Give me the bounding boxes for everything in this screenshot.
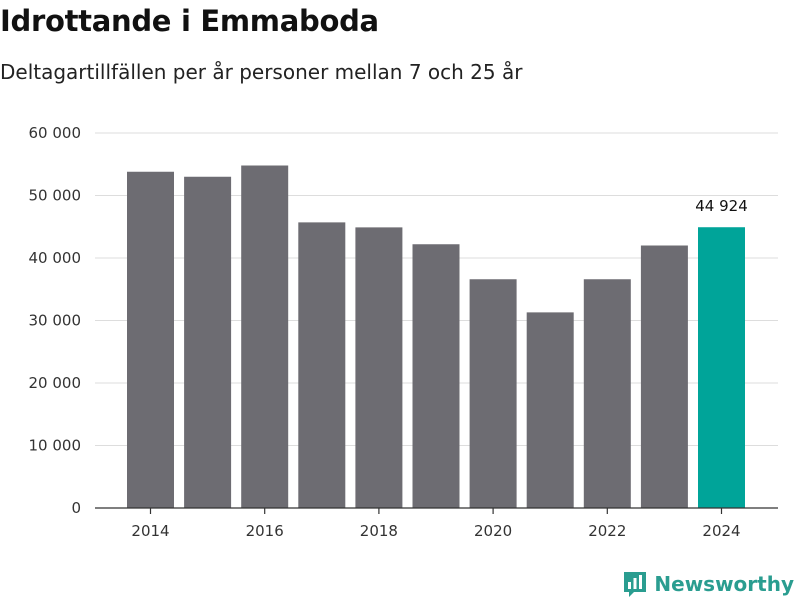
- bar-2021: [526, 312, 574, 508]
- y-tick-label: 10 000: [29, 437, 82, 455]
- newsworthy-logo: Newsworthy: [622, 570, 794, 598]
- bar-2023: [640, 245, 688, 508]
- y-tick-label: 30 000: [29, 312, 82, 330]
- bar-2014: [127, 171, 174, 508]
- y-tick-label: 20 000: [29, 374, 82, 392]
- bar-2022: [583, 279, 631, 508]
- bar-2020: [469, 279, 517, 508]
- y-tick-label: 0: [71, 499, 81, 517]
- x-tick-label: 2022: [588, 522, 626, 540]
- data-label: 44 924: [695, 197, 748, 215]
- chart-title: Idrottande i Emmaboda: [0, 4, 379, 38]
- brand-name: Newsworthy: [654, 572, 794, 596]
- bar-2017: [298, 222, 346, 508]
- y-tick-label: 60 000: [29, 124, 82, 142]
- bar-2018: [355, 227, 403, 508]
- y-tick-label: 40 000: [29, 249, 82, 267]
- bar-2015: [184, 176, 232, 508]
- newsworthy-logo-icon: [624, 572, 647, 597]
- bar-2016: [241, 165, 289, 508]
- x-tick-label: 2016: [246, 522, 284, 540]
- chart-subtitle: Deltagartillfällen per år personer mella…: [0, 60, 523, 84]
- x-tick-label: 2018: [360, 522, 398, 540]
- x-tick-label: 2020: [474, 522, 512, 540]
- bar-2024: [698, 227, 745, 508]
- y-tick-label: 50 000: [29, 187, 82, 205]
- x-tick-label: 2014: [131, 522, 169, 540]
- x-tick-label: 2024: [702, 522, 740, 540]
- bar-2019: [412, 244, 460, 508]
